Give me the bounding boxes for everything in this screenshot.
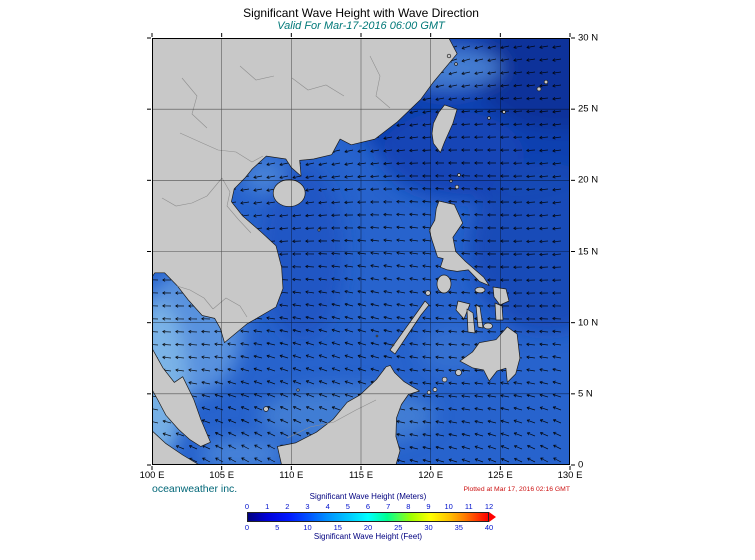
y-axis-tick-label: 20 N	[578, 174, 599, 186]
feet-tick-label: 25	[394, 523, 403, 532]
colorbar-feet-ticks: 0 5 10 15 20 25 30 35 40	[244, 523, 493, 532]
y-axis-tick-label: 15 N	[578, 246, 599, 257]
map-border	[152, 38, 570, 465]
feet-tick-label: 30	[424, 523, 433, 532]
wave-height-map	[147, 33, 575, 470]
feet-tick-label: 5	[275, 523, 280, 532]
x-axis-tick-label: 125 E	[487, 470, 513, 481]
x-axis-tick-label: 105 E	[209, 470, 235, 481]
x-axis-tick-label: 115 E	[348, 470, 374, 481]
axis-tick-marks	[147, 33, 575, 470]
land-small-islands	[263, 53, 549, 412]
meters-tick-label: 6	[365, 502, 371, 511]
meters-tick-label: 12	[484, 502, 494, 511]
feet-tick-label: 35	[454, 523, 463, 532]
meters-tick-label: 3	[305, 502, 310, 511]
country-borders	[161, 55, 391, 439]
x-axis-tick-label: 120 E	[418, 470, 444, 481]
colorbar-feet-label: Significant Wave Height (Feet)	[313, 532, 423, 541]
land-mainland-asia	[152, 38, 458, 343]
valid-time-subtitle: Valid For Mar-17-2016 06:00 GMT	[277, 20, 445, 32]
meters-tick-label: 11	[464, 502, 473, 511]
meters-tick-label: 9	[426, 502, 431, 511]
colorbar-overflow-arrow-icon	[489, 512, 496, 522]
meters-tick-label: 0	[244, 502, 250, 511]
credit-text: oceanweather inc.	[152, 483, 238, 495]
land-sumatra	[152, 430, 200, 465]
meters-tick-label: 10	[444, 502, 453, 511]
colorbar-meters-ticks: 0 1 2 3 4 5 6 7 8 9 10 11 12	[244, 502, 493, 511]
meters-tick-label: 4	[325, 502, 330, 511]
feet-tick-label: 20	[363, 523, 373, 532]
meters-tick-label: 7	[386, 502, 391, 511]
meters-tick-label: 1	[265, 502, 270, 511]
feet-tick-label: 0	[244, 523, 250, 532]
map-frame	[147, 33, 575, 470]
land-malay-peninsula	[152, 347, 211, 447]
land-mindoro	[436, 274, 452, 294]
meters-tick-label: 8	[406, 502, 411, 511]
y-axis-tick-label: 10 N	[578, 317, 599, 329]
feet-tick-label: 40	[484, 523, 494, 532]
y-axis-tick-label: 5 N	[578, 388, 593, 400]
land-luzon	[428, 200, 490, 286]
land-mindanao	[459, 326, 521, 383]
x-axis-tick-label: 100 E	[139, 470, 165, 481]
colorbar-meters-label: Significant Wave Height (Meters)	[309, 492, 427, 501]
plotted-timestamp: Plotted at Mar 17, 2016 02:16 GMT	[463, 486, 570, 493]
land-hainan	[272, 179, 306, 207]
colorbar-gradient	[247, 512, 489, 522]
colorbar-bar-wrap	[247, 512, 496, 522]
y-axis-tick-label: 25 N	[578, 103, 599, 115]
x-axis-labels: 100 E 105 E 110 E 115 E 120 E 125 E 130 E	[140, 470, 583, 482]
meters-tick-label: 5	[345, 502, 350, 511]
meters-tick-label: 2	[285, 502, 290, 511]
graticule-grid	[152, 38, 570, 465]
y-axis-tick-label: 0	[578, 459, 584, 471]
land-taiwan	[431, 104, 458, 153]
land-borneo	[277, 365, 420, 465]
land-palawan	[389, 300, 430, 355]
y-axis-tick-label: 30 N	[578, 32, 599, 44]
y-axis-labels: 30 N 25 N 20 N 15 N 10 N 5 N 0	[578, 33, 618, 471]
land-visayas	[455, 286, 510, 334]
x-axis-tick-label: 130 E	[557, 470, 583, 481]
landmasses	[152, 38, 549, 465]
feet-tick-label: 15	[333, 523, 342, 532]
feet-tick-label: 10	[303, 523, 312, 532]
x-axis-tick-label: 110 E	[279, 470, 304, 481]
page-title: Significant Wave Height with Wave Direct…	[243, 6, 479, 20]
